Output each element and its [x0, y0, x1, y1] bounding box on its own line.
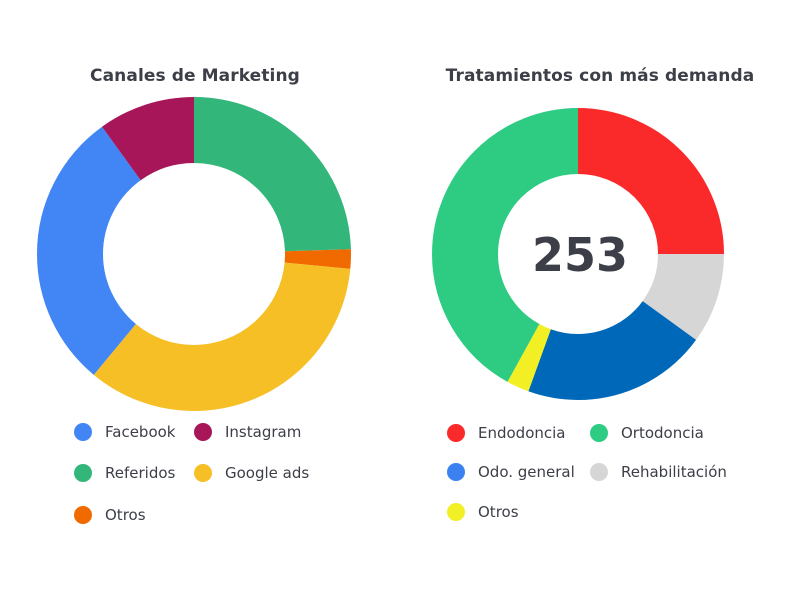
legend-swatch: [590, 424, 608, 442]
slice-odo-general: [432, 108, 724, 400]
treatments-chart-panel: Tratamientos con más demanda 253 Endodon…: [400, 0, 800, 600]
legend-label: Instagram: [225, 423, 302, 441]
chart-title: Tratamientos con más demanda: [445, 66, 755, 86]
legend-item-odo-general: Odo. general: [447, 462, 575, 482]
marketing-donut-chart: [37, 97, 351, 411]
slice-google-ads: [37, 97, 351, 411]
legend-item-otros: Otros: [447, 502, 519, 522]
legend-label: Otros: [105, 506, 146, 524]
legend-swatch: [447, 424, 465, 442]
legend-label: Ortodoncia: [621, 424, 704, 442]
treatments-donut-chart: 253: [432, 108, 724, 400]
legend-label: Facebook: [105, 423, 176, 441]
legend-item-google-ads: Google ads: [194, 463, 309, 483]
legend-item-otros: Otros: [74, 505, 146, 525]
legend-swatch: [74, 464, 92, 482]
slice-otros: [37, 97, 351, 411]
legend-item-referidos: Referidos: [74, 463, 175, 483]
legend-swatch: [194, 423, 212, 441]
legend-item-endodoncia: Endodoncia: [447, 423, 566, 443]
legend-swatch: [447, 503, 465, 521]
legend-label: Referidos: [105, 464, 176, 482]
legend-swatch: [74, 423, 92, 441]
legend-item-ortodoncia: Ortodoncia: [590, 423, 704, 443]
legend-item-rehabilitacion: Rehabilitación: [590, 462, 727, 482]
legend-item-facebook: Facebook: [74, 422, 175, 442]
slice-instagram: [37, 97, 351, 411]
legend-label: Rehabilitación: [621, 463, 727, 481]
legend-swatch: [447, 463, 465, 481]
legend-label: Odo. general: [478, 463, 575, 481]
slice-ortodoncia: [432, 108, 724, 400]
slice-facebook: [37, 97, 351, 411]
legend-swatch: [74, 506, 92, 524]
chart-title: Canales de Marketing: [90, 66, 300, 86]
legend-item-instagram: Instagram: [194, 422, 301, 442]
legend-swatch: [590, 463, 608, 481]
center-total-label: 253: [532, 228, 628, 282]
marketing-chart-panel: Canales de Marketing Facebook Instagram …: [37, 66, 351, 525]
legend-label: Google ads: [225, 464, 310, 482]
legend-label: Otros: [478, 503, 519, 521]
legend-label: Endodoncia: [478, 424, 566, 442]
legend-swatch: [194, 464, 212, 482]
